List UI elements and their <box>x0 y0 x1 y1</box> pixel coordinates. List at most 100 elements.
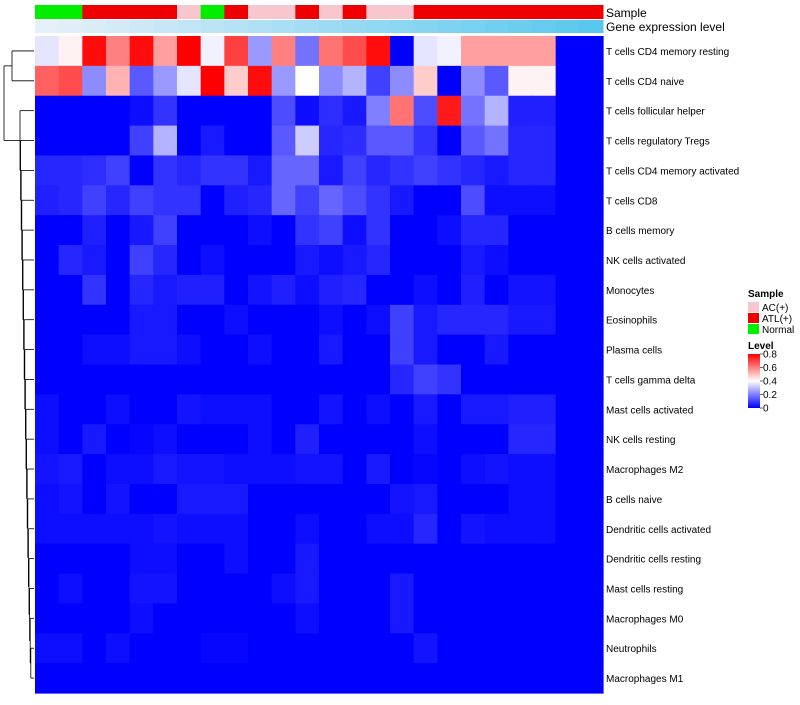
heatmap-cell <box>342 215 367 246</box>
sample-annotation-cell <box>413 5 438 19</box>
heatmap-cell <box>484 36 509 67</box>
heatmap-cell <box>508 334 533 366</box>
heatmap-cell <box>224 573 249 605</box>
heatmap-cell <box>295 543 320 575</box>
heatmap-cell <box>413 573 438 605</box>
heatmap-cell <box>461 603 486 634</box>
heatmap-cell <box>295 304 320 336</box>
heatmap-cell <box>461 454 486 485</box>
heatmap-cell <box>129 603 154 634</box>
heatmap-cell <box>342 245 367 276</box>
heatmap-cell <box>390 304 415 336</box>
heatmap-cell <box>484 633 509 664</box>
heatmap-cell <box>200 334 225 366</box>
heatmap-cell <box>579 364 604 395</box>
heatmap-cell <box>366 364 391 395</box>
heatmap-cell <box>366 394 391 425</box>
heatmap-cell <box>342 65 367 97</box>
heatmap-cell <box>555 543 580 575</box>
expression-level-annotation-cell <box>319 20 344 33</box>
heatmap-cell <box>106 394 131 425</box>
heatmap-cell <box>437 543 462 575</box>
expression-level-annotation-cell <box>200 20 225 33</box>
row-label: T cells CD4 memory activated <box>606 166 739 177</box>
heatmap-cell <box>319 663 344 694</box>
level-legend-tick-label: 0 <box>763 404 769 415</box>
heatmap-cell <box>295 245 320 276</box>
heatmap-cell <box>437 65 462 97</box>
heatmap-cell <box>366 155 391 186</box>
heatmap-cell <box>248 185 273 216</box>
heatmap-cell <box>35 95 60 127</box>
heatmap-cell <box>58 125 83 157</box>
heatmap-cell <box>390 95 415 127</box>
heatmap-cell <box>35 125 60 157</box>
heatmap-cell <box>413 394 438 425</box>
heatmap-cell <box>58 543 83 575</box>
heatmap-cell <box>248 573 273 605</box>
heatmap-cell <box>295 65 320 97</box>
heatmap-cell <box>200 95 225 127</box>
heatmap-cell <box>532 663 557 694</box>
heatmap-cell <box>271 364 296 395</box>
heatmap-cell <box>390 274 415 306</box>
heatmap-cell <box>555 334 580 366</box>
heatmap-cell <box>532 424 557 455</box>
heatmap-cell <box>58 245 83 276</box>
heatmap-cell <box>106 95 131 127</box>
heatmap-cell <box>248 245 273 276</box>
heatmap-cell <box>35 513 60 545</box>
heatmap-cell <box>390 155 415 186</box>
sample-annotation-title: Sample <box>606 6 647 20</box>
heatmap-cell <box>177 95 202 127</box>
heatmap-cell <box>413 543 438 575</box>
heatmap-cell <box>390 65 415 97</box>
heatmap-cell <box>35 573 60 605</box>
heatmap-cell <box>579 274 604 306</box>
heatmap-cell <box>319 483 344 515</box>
heatmap-cell <box>35 543 60 575</box>
heatmap-cell <box>153 663 178 694</box>
heatmap-cell <box>35 424 60 455</box>
heatmap-cell <box>129 304 154 336</box>
level-legend-tick-label: 0.6 <box>763 363 777 374</box>
heatmap-cell <box>224 364 249 395</box>
heatmap-cell <box>366 663 391 694</box>
sample-annotation-cell <box>106 5 131 19</box>
heatmap-cell <box>35 215 60 246</box>
heatmap-cell <box>35 603 60 634</box>
heatmap-cell <box>200 513 225 545</box>
row-label: T cells gamma delta <box>606 375 696 386</box>
heatmap-cell <box>484 245 509 276</box>
heatmap-cell <box>579 454 604 485</box>
heatmap-cell <box>319 364 344 395</box>
heatmap-cell <box>319 36 344 67</box>
heatmap-cell <box>319 513 344 545</box>
heatmap-cell <box>271 573 296 605</box>
heatmap-cell <box>319 334 344 366</box>
heatmap-cell <box>437 334 462 366</box>
heatmap-cell <box>248 663 273 694</box>
sample-legend-swatch <box>748 324 759 334</box>
heatmap-cell <box>35 274 60 306</box>
heatmap-cell <box>461 65 486 97</box>
heatmap-cell <box>508 155 533 186</box>
heatmap-cell <box>555 394 580 425</box>
heatmap-cell <box>555 36 580 67</box>
heatmap-cell <box>82 394 107 425</box>
heatmap-cell <box>579 304 604 336</box>
heatmap-cell <box>413 454 438 485</box>
heatmap-cell <box>532 543 557 575</box>
heatmap-cell <box>579 334 604 366</box>
heatmap-cell <box>461 274 486 306</box>
row-label: Dendritic cells resting <box>606 555 701 566</box>
heatmap-cell <box>153 95 178 127</box>
heatmap-cell <box>342 95 367 127</box>
heatmap-cell <box>555 155 580 186</box>
expression-level-annotation-cell <box>366 20 391 33</box>
heatmap-cell <box>271 543 296 575</box>
heatmap-cell <box>82 155 107 186</box>
level-legend: Level 0.8 0.6 0.4 0.2 0 <box>748 341 777 415</box>
heatmap-cell <box>153 155 178 186</box>
heatmap-cell <box>555 215 580 246</box>
